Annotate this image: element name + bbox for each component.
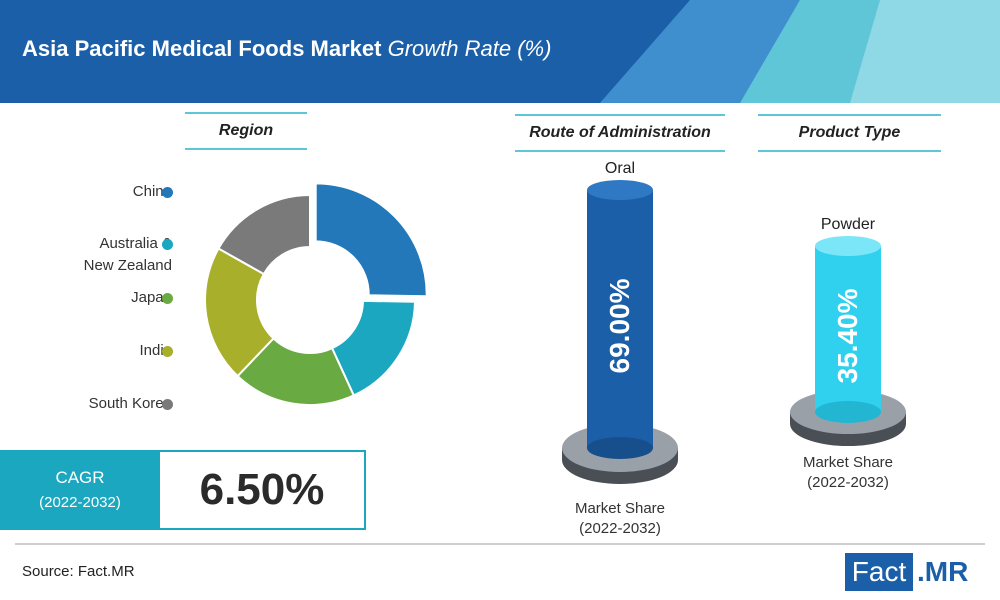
product-value: 35.40% — [832, 288, 863, 384]
cagr-value: 6.50% — [199, 465, 325, 514]
cagr-label: CAGR — [55, 468, 105, 487]
legend-south-korea: South Korea — [88, 395, 172, 412]
banner-background — [0, 0, 1000, 103]
source-text: Source: Fact.MR — [22, 563, 135, 580]
section-region: Region — [185, 112, 307, 150]
route-value: 69.00% — [604, 278, 635, 374]
page-title: Asia Pacific Medical Foods Market Growth… — [22, 36, 551, 62]
route-ms-label: Market Share (2022-2032) — [545, 499, 695, 539]
legend-anz-dot — [162, 239, 173, 250]
product-bar — [815, 246, 881, 412]
header-banner: Asia Pacific Medical Foods Market Growth… — [0, 0, 1000, 103]
legend-japan-dot — [162, 293, 173, 304]
donut-slice-india — [204, 247, 275, 378]
title-light: Growth Rate (%) — [387, 36, 552, 61]
legend-china-dot — [162, 187, 173, 198]
product-ms-label: Market Share (2022-2032) — [773, 453, 923, 493]
product-ms-period: (2022-2032) — [807, 474, 889, 491]
route-ms-period: (2022-2032) — [579, 520, 661, 537]
route-bar — [587, 190, 653, 448]
legend-anz-line1: Australia & — [99, 235, 172, 252]
donut-slice-south-korea — [217, 193, 311, 276]
donut-slice-china — [314, 182, 428, 298]
region-donut-chart — [204, 182, 428, 406]
cagr-period: (2022-2032) — [39, 494, 121, 511]
cagr-label-box: CAGR (2022-2032) — [0, 450, 160, 530]
product-category-label: Powder — [820, 216, 876, 233]
title-bold: Asia Pacific Medical Foods Market — [22, 36, 382, 61]
footer-divider — [15, 543, 985, 545]
logo-mr: .MR — [917, 556, 969, 587]
route-bar-bottom — [587, 437, 653, 459]
product-bar-bottom — [815, 401, 881, 423]
route-category-label: Oral — [604, 160, 636, 177]
section-route: Route of Administration — [515, 114, 725, 152]
section-route-label: Route of Administration — [529, 124, 711, 141]
logo-fact: Fact — [845, 553, 913, 591]
section-product-label: Product Type — [798, 124, 901, 141]
route-bar-top — [587, 180, 653, 200]
route-cylinder — [562, 180, 678, 484]
legend-south-korea-dot — [162, 399, 173, 410]
section-region-label: Region — [218, 122, 274, 139]
route-ms-text: Market Share — [574, 500, 666, 517]
legend-japan: Japan — [131, 289, 172, 306]
product-bar-top — [815, 236, 881, 256]
product-ms-text: Market Share — [802, 454, 894, 471]
product-cylinder — [790, 236, 906, 446]
section-product: Product Type — [758, 114, 941, 152]
cagr-value-box: 6.50% — [160, 450, 366, 530]
legend-india-dot — [162, 346, 173, 357]
legend-anz-line2: New Zealand — [83, 257, 172, 274]
